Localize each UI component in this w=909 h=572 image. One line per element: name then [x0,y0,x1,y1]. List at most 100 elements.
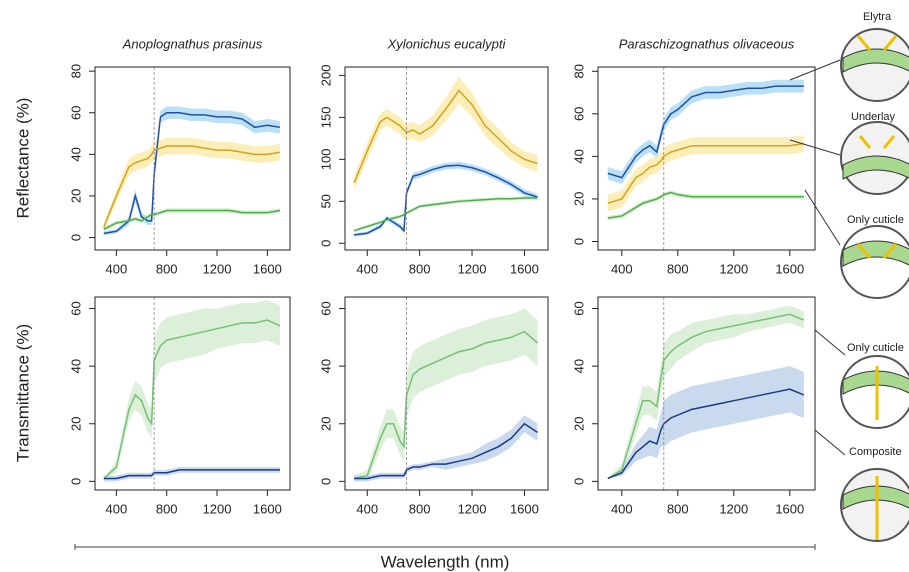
series-line [607,191,804,219]
series-line [354,422,538,480]
x-tick-label: 800 [667,261,689,276]
series-line [607,388,805,480]
series-line [607,142,804,204]
y-tick-label: 20 [68,417,83,431]
x-tick-label: 400 [356,501,378,516]
x-tick-label: 800 [156,501,178,516]
diagram-composite [840,468,909,542]
diagram-underlay [840,121,909,195]
y-tick-label: 40 [571,359,586,373]
plot-area [103,106,281,236]
error-band [607,305,804,479]
diagram-label: Underlay [851,111,896,123]
series-line [103,209,281,230]
y-tick-label: 60 [571,301,586,315]
series-line [354,330,539,480]
series-line [103,319,281,480]
x-tick-label: 1200 [719,261,748,276]
series-line [353,197,538,232]
x-axis-title: Wavelength (nm) [381,552,510,571]
y-tick-label: 0 [571,238,586,245]
y-tick-label: 20 [571,192,586,206]
x-tick-label: 1600 [253,501,282,516]
error-band [607,135,804,212]
x-tick-label: 400 [611,501,633,516]
y-tick-label: 0 [68,234,83,241]
diagram-label: Composite [849,446,902,458]
x-tick-label: 1200 [203,501,232,516]
x-tick-label: 800 [409,501,431,516]
y-tick-label: 40 [68,147,83,161]
y-tick-label: 80 [571,64,586,78]
y-tick-label: 150 [318,107,333,129]
y-tick-label: 50 [318,194,333,208]
error-band [607,366,804,479]
diagrams [789,28,909,542]
series-line [103,469,280,480]
plot-area [353,77,538,237]
series-line [353,89,538,184]
x-tick-label: 400 [356,261,378,276]
plot-area [607,79,804,221]
x-tick-label: 800 [409,261,431,276]
x-tick-label: 1600 [253,261,282,276]
x-tick-label: 1200 [458,261,487,276]
series-line [607,85,804,179]
plot-area [103,299,281,482]
y-tick-label: 40 [68,359,83,373]
series-line [103,145,281,228]
x-tick-label: 400 [106,261,128,276]
y-tick-label: 60 [68,301,83,315]
diagram-elytra [840,28,909,102]
plot-area [354,308,539,482]
y-tick-label: 80 [68,64,83,78]
diagram-label: Only cuticle [847,214,904,226]
error-band [354,415,538,482]
y-tick-label: 60 [68,106,83,120]
x-tick-label: 1600 [775,501,804,516]
y-tick-label: 0 [571,478,586,485]
y-tick-label: 0 [318,478,333,485]
x-tick-label: 400 [611,261,633,276]
y-tick-label: 60 [318,301,333,315]
plot-frame [344,66,549,251]
x-tick-label: 800 [667,501,689,516]
y-axis-title: Transmittance (%) [13,324,32,462]
error-band [354,77,538,190]
y-tick-label: 0 [68,478,83,485]
y-tick-label: 40 [318,359,333,373]
error-band [607,190,804,221]
y-tick-label: 200 [318,65,333,87]
chart-title: Anoplognathus prasinus [122,36,263,51]
chart-title: Paraschizognathus olivaceous [619,36,795,51]
error-band [354,308,538,482]
plot-frame [597,296,816,491]
y-tick-label: 40 [571,149,586,163]
error-band [103,137,280,232]
x-tick-label: 400 [106,501,128,516]
plot-frame [94,66,291,251]
y-tick-label: 100 [318,148,333,170]
diagram-only-cuticle [840,225,909,299]
y-tick-label: 20 [318,417,333,431]
plot-frame [94,296,291,491]
error-band [354,161,538,237]
series-line [607,313,805,480]
x-tick-label: 1600 [510,261,539,276]
diagram-only-cuticle-t [840,355,909,429]
diagram-label: Elytra [863,11,892,23]
x-axis-bracket [74,544,816,550]
y-tick-label: 60 [571,107,586,121]
series-line [354,164,538,236]
x-tick-label: 1600 [775,261,804,276]
y-tick-label: 20 [68,189,83,203]
y-tick-label: 0 [318,240,333,247]
x-tick-label: 1200 [719,501,748,516]
x-tick-label: 800 [156,261,178,276]
plot-frame [344,296,549,491]
x-tick-label: 1600 [510,501,539,516]
y-axis-title: Reflectance (%) [13,98,32,219]
error-band [103,299,280,479]
